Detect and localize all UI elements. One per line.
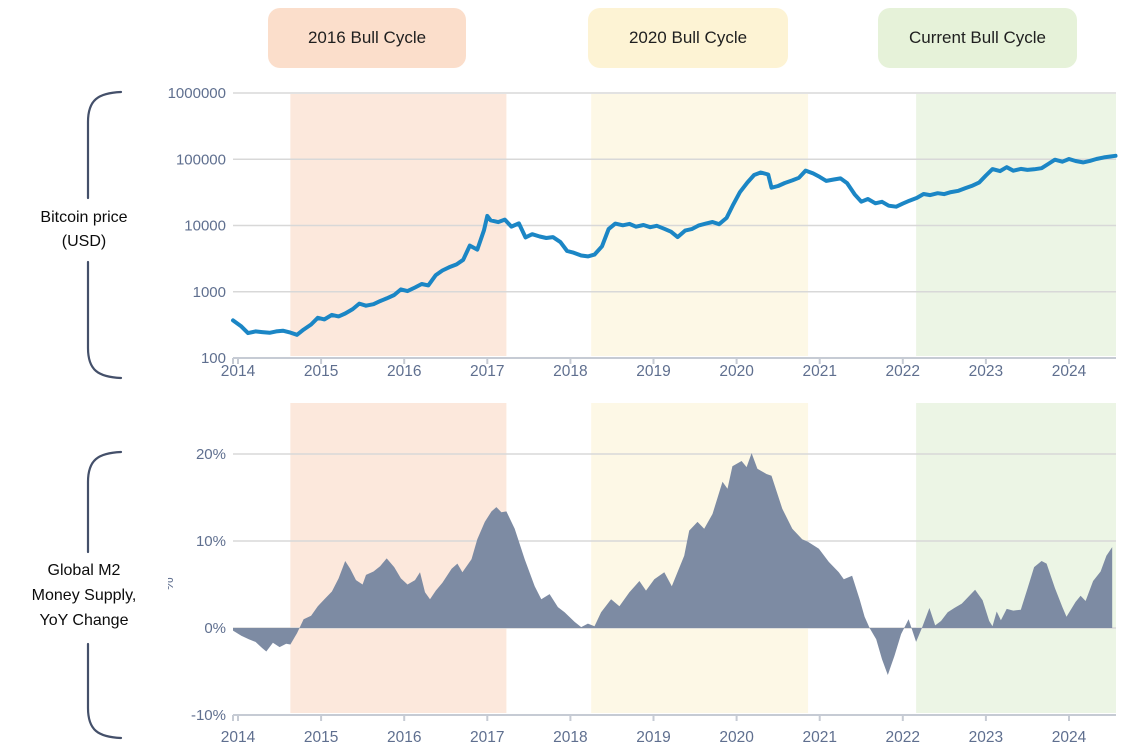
svg-text:2020: 2020 [719,363,754,380]
svg-text:2016: 2016 [387,363,421,380]
svg-text:10%: 10% [196,533,226,550]
svg-text:2019: 2019 [636,729,670,746]
svg-text:2023: 2023 [969,363,1003,380]
cycle-pill-2016: 2016 Bull Cycle [268,8,466,68]
top-row-label-line2: (USD) [61,233,107,250]
svg-text:2020: 2020 [719,729,754,746]
svg-text:2022: 2022 [886,363,920,380]
svg-text:2024: 2024 [1052,363,1087,380]
bottom-chart: 20% 10% 0% -10% 2014 2015 2016 2017 2018 2019 2020… [160,403,1116,746]
top-row-label-line1: Bitcoin price [40,209,128,226]
svg-text:2018: 2018 [553,729,587,746]
bottom-row-label-line2: Money Supply, [31,587,137,604]
cycle-pill-2020: 2020 Bull Cycle [588,8,788,68]
svg-text:20%: 20% [196,446,226,463]
svg-text:2017: 2017 [470,363,504,380]
top-brace [86,90,123,380]
svg-text:2016: 2016 [387,729,421,746]
top-row-label: Bitcoin price (USD) [0,206,168,254]
svg-text:2014: 2014 [221,729,256,746]
svg-text:1000000: 1000000 [168,85,226,102]
svg-text:2023: 2023 [969,729,1003,746]
svg-text:100000: 100000 [176,151,226,168]
svg-text:10000: 10000 [184,218,226,235]
svg-text:2022: 2022 [886,729,920,746]
bottom-brace [86,450,123,740]
cycle-pill-current: Current Bull Cycle [878,8,1077,68]
svg-text:2017: 2017 [470,729,504,746]
svg-text:2018: 2018 [553,363,587,380]
bottom-row-label-line3: YoY Change [39,612,129,629]
svg-text:2021: 2021 [802,729,836,746]
svg-text:2015: 2015 [304,363,338,380]
bottom-row-label-line1: Global M2 [47,562,121,579]
svg-text:100: 100 [201,350,226,367]
svg-text:0%: 0% [204,620,226,637]
svg-text:-10%: -10% [191,707,226,724]
svg-text:2014: 2014 [221,363,256,380]
svg-text:2024: 2024 [1052,729,1087,746]
svg-text:2019: 2019 [636,363,670,380]
bottom-row-label: Global M2 Money Supply, YoY Change [0,558,168,633]
svg-text:2021: 2021 [802,363,836,380]
svg-text:2015: 2015 [304,729,338,746]
svg-text:1000: 1000 [193,284,226,301]
